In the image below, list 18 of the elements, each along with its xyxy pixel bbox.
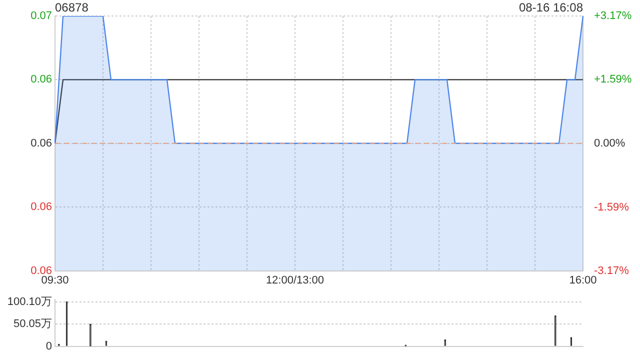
- x-tick-label: 12:00/13:00: [266, 274, 324, 286]
- x-tick-label: 16:00: [569, 274, 597, 286]
- y2-tick-label: +3.17%: [594, 10, 632, 22]
- text: 08-16 16:08: [518, 0, 584, 14]
- y2-tick-label: -3.17%: [594, 264, 630, 277]
- y-tick-label: 0: [46, 340, 52, 352]
- y-tick-label: 100.10万: [7, 296, 52, 308]
- chart-title: 06878: [55, 0, 89, 14]
- y-tick-label: 0.06: [30, 264, 52, 277]
- y2-tick-label: -1.59%: [594, 201, 630, 214]
- y-tick-label: 50.05万: [13, 318, 52, 330]
- y-tick-label: 0.06: [30, 74, 52, 86]
- y2-tick-label: +1.59%: [594, 74, 632, 86]
- y-tick-label: 0.06: [30, 137, 52, 150]
- x-tick-label: 09:30: [41, 274, 69, 286]
- y-tick-label: 0.07: [30, 10, 52, 22]
- y2-tick-label: 0.00%: [594, 137, 626, 150]
- y-tick-label: 0.06: [30, 201, 52, 214]
